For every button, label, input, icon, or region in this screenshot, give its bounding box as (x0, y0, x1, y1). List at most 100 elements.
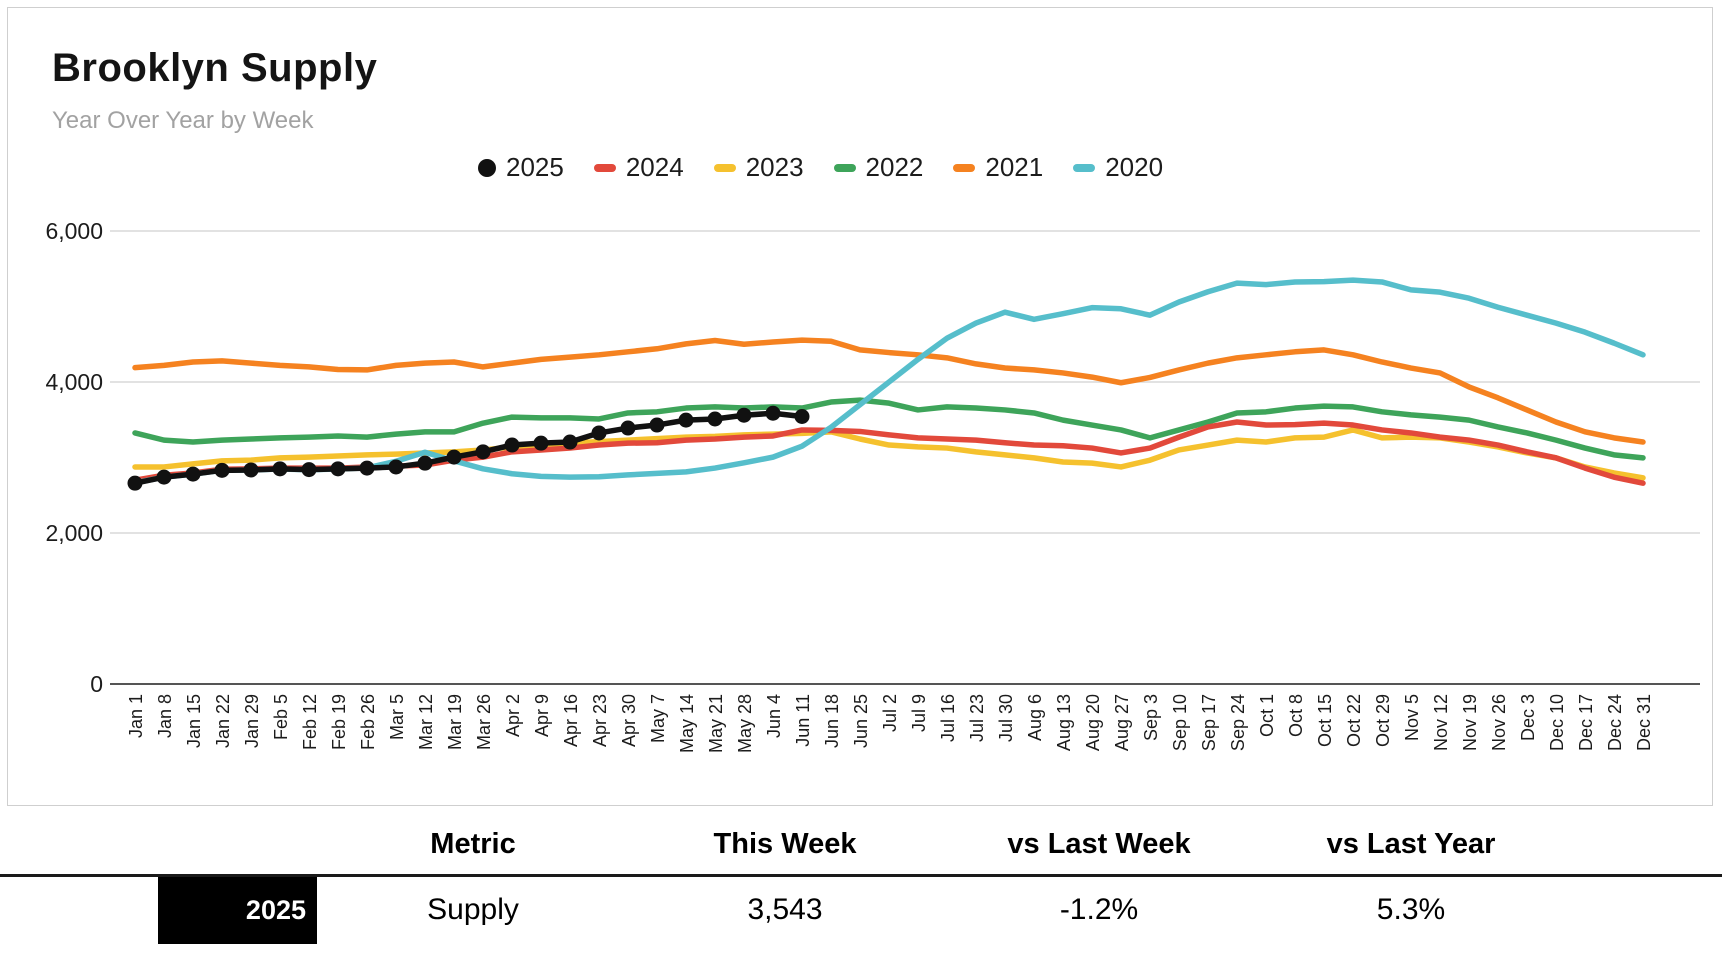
data-point-2025 (446, 449, 462, 465)
series-line-2020 (132, 277, 1646, 486)
data-point-2025 (707, 411, 723, 427)
legend-item-2021[interactable]: 2021 (953, 152, 1043, 183)
legend-label: 2023 (745, 152, 804, 182)
x-tick-label: Apr 2 (503, 694, 523, 737)
data-point-2025 (127, 475, 143, 491)
legend-item-2025[interactable]: 2025 (478, 152, 564, 183)
x-tick-label: Aug 20 (1083, 694, 1103, 751)
x-tick-label: Jul 30 (996, 694, 1016, 742)
x-tick-label: May 21 (706, 694, 726, 753)
x-tick-label: Jan 8 (155, 694, 175, 738)
chart-subtitle: Year Over Year by Week (52, 107, 314, 134)
x-tick-label: Nov 26 (1489, 694, 1509, 751)
legend-item-2022[interactable]: 2022 (833, 152, 924, 183)
y-tick-label: 6,000 (45, 218, 103, 244)
x-tick-label: May 14 (677, 694, 697, 753)
data-point-2025 (330, 461, 346, 477)
x-tick-label: Jun 18 (822, 694, 842, 748)
data-point-2025 (301, 462, 317, 478)
col-header-this-week: This Week (713, 828, 857, 860)
x-tick-label: May 28 (735, 694, 755, 753)
data-point-2025 (649, 417, 665, 433)
x-tick-label: Oct 15 (1315, 694, 1335, 747)
legend-marker-2020 (1073, 163, 1096, 172)
col-header-vs-last-week: vs Last Week (1007, 828, 1191, 860)
x-tick-label: Jul 2 (880, 694, 900, 732)
x-tick-label: Dec 31 (1634, 694, 1654, 751)
x-tick-label: Sep 24 (1228, 694, 1248, 751)
col-header-metric: Metric (430, 828, 516, 860)
x-tick-label: Mar 19 (445, 694, 465, 750)
data-point-2025 (185, 466, 201, 482)
legend-marker-2024 (593, 163, 616, 172)
series-line-2021 (132, 337, 1646, 445)
x-tick-label: Oct 29 (1373, 694, 1393, 747)
x-tick-label: Apr 30 (619, 694, 639, 747)
x-tick-label: Feb 26 (358, 694, 378, 750)
x-tick-label: Jul 16 (938, 694, 958, 742)
data-point-2025 (678, 412, 694, 428)
data-point-2025 (562, 434, 578, 450)
legend-item-2020[interactable]: 2020 (1073, 152, 1163, 183)
x-tick-label: Jan 22 (213, 694, 233, 748)
x-tick-label: May 7 (648, 694, 668, 743)
legend-item-2023[interactable]: 2023 (713, 152, 804, 183)
data-point-2025 (359, 460, 375, 476)
x-tick-label: Jan 15 (184, 694, 204, 748)
x-tick-label: Apr 23 (590, 694, 610, 747)
x-tick-label: Apr 9 (532, 694, 552, 737)
x-tick-label: Dec 3 (1518, 694, 1538, 741)
data-point-2025 (475, 444, 491, 460)
y-tick-label: 0 (90, 671, 103, 697)
chart-title: Brooklyn Supply (52, 46, 378, 90)
x-tick-label: Oct 22 (1344, 694, 1364, 747)
data-point-2025 (620, 420, 636, 436)
x-tick-label: Aug 27 (1112, 694, 1132, 751)
cell-this-week: 3,543 (747, 893, 823, 926)
data-point-2025 (243, 462, 259, 478)
x-tick-label: Feb 5 (271, 694, 291, 740)
data-point-2025 (214, 462, 230, 478)
x-tick-label: Jun 11 (793, 694, 813, 747)
legend-item-2024[interactable]: 2024 (593, 152, 684, 183)
x-tick-label: Mar 26 (474, 694, 494, 750)
x-tick-label: Mar 12 (416, 694, 436, 750)
y-tick-label: 4,000 (45, 369, 103, 395)
x-tick-label: Sep 10 (1170, 694, 1190, 751)
x-tick-label: Nov 19 (1460, 694, 1480, 751)
legend-label: 2020 (1105, 152, 1164, 182)
table-header-rule (0, 874, 1722, 877)
data-point-2025 (272, 461, 288, 477)
x-tick-label: Jul 9 (909, 694, 929, 732)
cell-metric: Supply (427, 893, 519, 926)
col-header-vs-last-year: vs Last Year (1326, 828, 1496, 860)
y-tick-label: 2,000 (45, 520, 103, 546)
x-tick-label: Nov 12 (1431, 694, 1451, 751)
series-line-2023 (132, 427, 1646, 481)
legend-marker-2025 (478, 158, 496, 177)
x-tick-label: Aug 6 (1025, 694, 1045, 741)
x-tick-label: Oct 8 (1286, 694, 1306, 737)
x-tick-label: Sep 3 (1141, 694, 1161, 741)
x-tick-label: Jun 4 (764, 694, 784, 738)
x-tick-label: Dec 24 (1605, 694, 1625, 751)
x-tick-label: Sep 17 (1199, 694, 1219, 751)
x-tick-label: Jul 23 (967, 694, 987, 742)
chart-card: Brooklyn Supply Year Over Year by Week 2… (7, 7, 1713, 806)
legend-label: 2021 (985, 152, 1044, 182)
data-point-2025 (736, 407, 752, 423)
x-tick-label: Aug 13 (1054, 694, 1074, 751)
x-tick-label: Jun 25 (851, 694, 871, 748)
data-point-2025 (794, 409, 810, 425)
legend-label: 2022 (865, 152, 924, 182)
year-badge-2025: 2025 (158, 877, 317, 944)
chart-legend: 2025 2024 2023 2022 2021 2020 (478, 152, 1163, 183)
data-point-2025 (591, 425, 607, 441)
x-tick-label: Jan 1 (126, 694, 146, 738)
legend-label: 2025 (506, 152, 564, 182)
data-point-2025 (156, 469, 172, 485)
data-point-2025 (533, 435, 549, 451)
x-tick-label: Feb 12 (300, 694, 320, 750)
x-tick-label: Dec 10 (1547, 694, 1567, 751)
